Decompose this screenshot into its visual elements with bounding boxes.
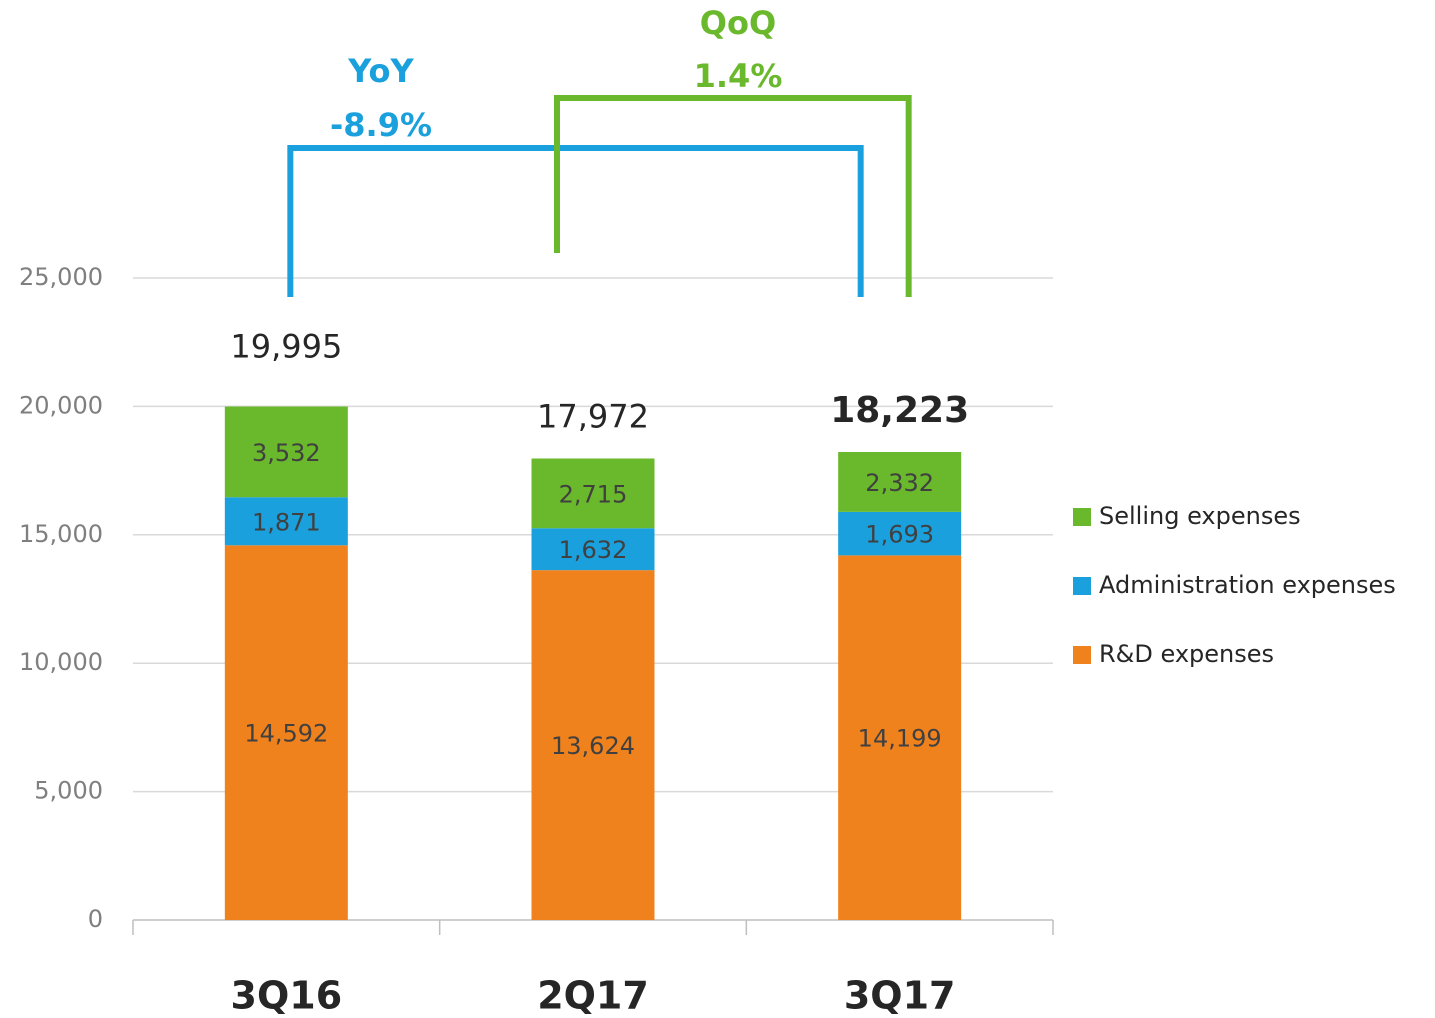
legend-label: Selling expenses [1099, 502, 1301, 530]
data-label: 14,199 [858, 725, 942, 753]
data-label: 2,715 [559, 480, 628, 508]
data-label: 14,592 [244, 720, 328, 748]
bar-segment [224, 545, 348, 920]
x-tick-label: 3Q17 [844, 974, 956, 1018]
legend-swatch [1073, 508, 1091, 526]
change-bracket [287, 145, 864, 297]
annotation-value: -8.9% [330, 106, 432, 144]
y-tick-label: 20,000 [19, 391, 103, 419]
legend-swatch [1073, 646, 1091, 664]
bar-segment [838, 511, 962, 556]
bar-segment [531, 458, 655, 529]
legend-swatch [1073, 577, 1091, 595]
data-label: 2,332 [865, 469, 934, 497]
total-label: 17,972 [537, 397, 649, 435]
annotation-label: QoQ [700, 4, 776, 42]
x-tick-label: 2Q17 [537, 974, 649, 1018]
y-tick-label: 5,000 [34, 777, 103, 805]
bar-segment [531, 528, 655, 571]
x-tick-label: 3Q16 [231, 974, 343, 1018]
bar-segment [224, 406, 348, 498]
data-label: 1,871 [252, 508, 321, 536]
legend-label: Administration expenses [1099, 571, 1396, 599]
data-label: 3,532 [252, 439, 321, 467]
data-label: 1,632 [559, 536, 628, 564]
y-tick-label: 10,000 [19, 648, 103, 676]
bar-segment [838, 452, 962, 512]
annotation-label: YoY [347, 52, 414, 90]
y-tick-label: 0 [88, 905, 103, 933]
bar-segment [224, 497, 348, 546]
total-label: 19,995 [230, 328, 342, 366]
bar-segment [531, 570, 655, 920]
legend-label: R&D expenses [1099, 640, 1274, 668]
change-bracket [554, 95, 912, 297]
data-label: 1,693 [865, 521, 934, 549]
total-label: 18,223 [830, 390, 969, 431]
y-tick-label: 15,000 [19, 520, 103, 548]
bar-segment [838, 555, 962, 920]
data-label: 13,624 [551, 732, 635, 760]
annotation-value: 1.4% [694, 57, 783, 95]
y-tick-label: 25,000 [19, 263, 103, 291]
